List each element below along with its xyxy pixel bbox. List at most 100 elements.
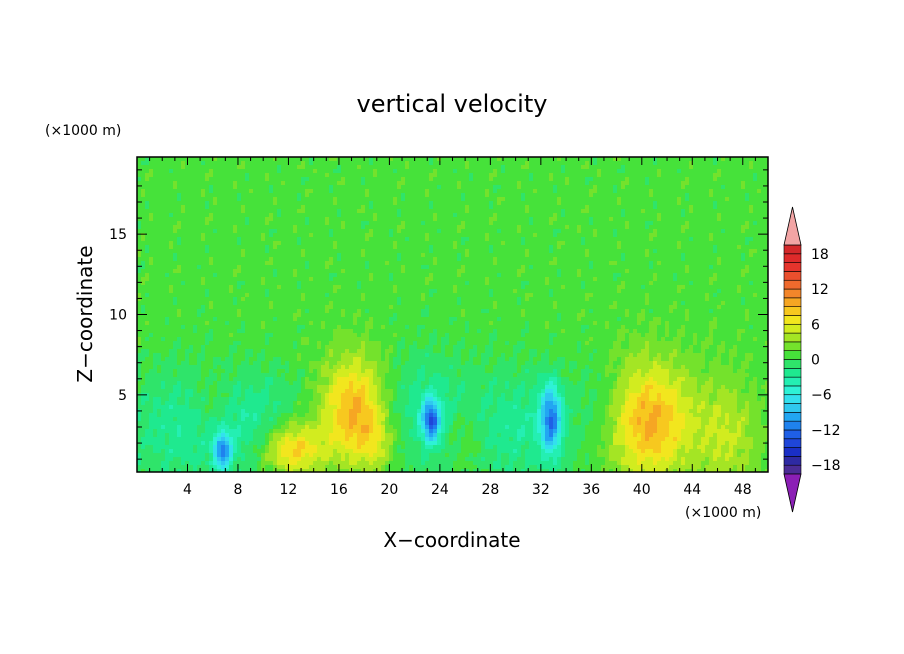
field-cell [537,225,542,230]
field-cell [577,205,582,210]
field-cell [501,165,506,170]
field-cell [445,205,450,210]
field-cell [293,165,298,170]
field-cell [565,261,570,266]
field-cell [341,157,346,162]
field-cell [593,161,598,166]
field-cell [273,177,278,182]
field-cell [349,217,354,222]
field-cell [433,185,438,190]
field-cell [465,185,470,190]
field-cell [381,193,386,198]
field-cell [213,269,218,274]
field-cell [677,237,682,242]
field-cell [201,237,206,242]
field-cell [277,193,282,198]
field-cell [209,217,214,222]
field-cell [405,193,410,198]
field-cell [553,241,558,246]
field-cell [401,273,406,278]
field-cell [665,189,670,194]
field-cell [261,201,266,206]
field-cell [729,245,734,250]
field-cell [385,233,390,238]
field-cell [289,229,294,234]
field-cell [753,221,758,226]
field-cell [217,241,222,246]
field-cell [421,237,426,242]
field-cell [401,201,406,206]
field-cell [345,249,350,254]
field-cell [633,205,638,210]
field-cell [621,185,626,190]
field-cell [645,161,650,166]
field-cell [541,241,546,246]
field-cell [345,157,350,162]
field-cell [289,221,294,226]
field-cell [281,181,286,186]
field-cell [353,233,358,238]
field-cell [161,217,166,222]
field-cell [517,265,522,270]
field-cell [729,265,734,270]
field-cell [389,281,394,286]
field-cell [189,245,194,250]
field-cell [369,193,374,198]
field-cell [173,209,178,214]
field-cell [593,237,598,242]
field-cell [245,177,250,182]
field-cell [261,209,266,214]
field-cell [697,261,702,266]
field-cell [481,221,486,226]
field-cell [589,201,594,206]
field-cell [333,161,338,166]
field-cell [557,249,562,254]
field-cell [597,197,602,202]
field-cell [469,249,474,254]
field-cell [681,213,686,218]
field-cell [713,221,718,226]
field-cell [281,157,286,162]
field-cell [709,277,714,282]
field-cell [229,221,234,226]
field-cell [513,265,518,270]
field-cell [385,161,390,166]
field-cell [437,233,442,238]
field-cell [173,205,178,210]
field-cell [189,169,194,174]
field-cell [605,201,610,206]
field-cell [389,261,394,266]
field-cell [193,217,198,222]
field-cell [329,253,334,258]
field-cell [561,197,566,202]
field-cell [477,241,482,246]
field-cell [537,177,542,182]
field-cell [653,233,658,238]
field-cell [433,181,438,186]
field-cell [413,237,418,242]
field-cell [381,253,386,258]
field-cell [581,249,586,254]
field-cell [757,165,762,170]
field-cell [529,269,534,274]
field-cell [685,273,690,278]
field-cell [285,173,290,178]
field-cell [381,233,386,238]
field-cell [289,265,294,270]
field-cell [325,225,330,230]
field-cell [501,161,506,166]
field-cell [517,173,522,178]
field-cell [349,193,354,198]
field-cell [449,281,454,286]
field-cell [385,197,390,202]
field-cell [577,177,582,182]
field-cell [417,221,422,226]
field-cell [745,169,750,174]
field-cell [361,245,366,250]
field-cell [681,161,686,166]
field-cell [481,261,486,266]
field-cell [289,169,294,174]
field-cell [237,181,242,186]
field-cell [165,257,170,262]
field-cell [765,173,768,178]
